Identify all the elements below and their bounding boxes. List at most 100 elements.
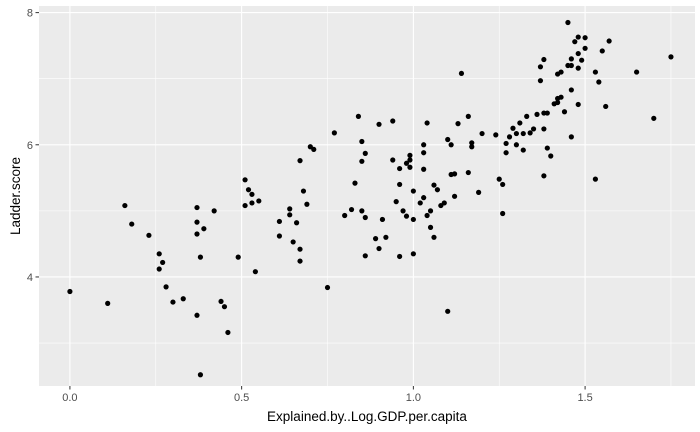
data-point (441, 200, 447, 206)
data-point (252, 269, 258, 275)
data-point (290, 239, 296, 245)
data-point (510, 125, 516, 131)
data-point (67, 288, 73, 295)
data-point (421, 142, 427, 148)
data-point (496, 176, 502, 182)
data-point (355, 113, 362, 119)
data-point (568, 56, 574, 62)
data-point (558, 94, 564, 100)
data-point (359, 138, 365, 145)
data-point (575, 50, 581, 57)
data-point (421, 166, 427, 172)
data-point (194, 231, 200, 237)
data-point (544, 110, 550, 116)
data-point (417, 200, 423, 206)
data-point (400, 208, 406, 214)
data-point (407, 152, 413, 158)
data-point (348, 206, 355, 213)
data-point (592, 69, 598, 75)
x-axis-title: Explained.by..Log.GDP.per.capita (267, 409, 467, 424)
data-point (235, 254, 241, 260)
data-point (362, 253, 368, 259)
x-tick-label: 1.0 (406, 392, 421, 404)
data-point (304, 201, 310, 207)
data-point (575, 65, 581, 71)
data-point (448, 142, 454, 148)
data-point (293, 220, 300, 226)
data-point (105, 300, 111, 306)
data-point (503, 140, 509, 147)
x-axis: 0.0 0.5 1.0 1.5 (62, 386, 593, 404)
data-point (599, 48, 605, 54)
minor-gridlines (39, 6, 695, 386)
data-point (431, 182, 437, 188)
data-point (297, 246, 303, 252)
data-point (527, 130, 533, 136)
data-point (359, 158, 365, 164)
data-point (479, 130, 485, 137)
data-point (465, 113, 471, 119)
data-points (67, 19, 674, 378)
data-point (359, 208, 365, 214)
data-point (156, 251, 162, 257)
data-point (249, 200, 255, 206)
data-point (565, 19, 571, 26)
y-axis: 4 6 8 (27, 8, 39, 284)
data-point (427, 224, 434, 230)
y-tick-label: 6 (27, 140, 33, 152)
data-point (534, 111, 540, 117)
data-point (390, 118, 396, 124)
data-point (324, 284, 331, 291)
data-point (163, 284, 169, 290)
data-point (513, 142, 520, 148)
data-point (276, 218, 283, 225)
data-point (362, 214, 368, 221)
data-point (668, 54, 674, 60)
data-point (427, 208, 434, 214)
data-point (403, 213, 410, 219)
data-point (558, 69, 564, 75)
data-point (221, 304, 228, 310)
data-point (476, 189, 482, 195)
data-point (242, 202, 248, 209)
data-point (424, 120, 430, 126)
data-point (410, 188, 416, 194)
data-point (513, 130, 520, 137)
data-point (407, 157, 413, 163)
data-point (537, 64, 544, 70)
data-point (211, 208, 217, 214)
data-point (506, 134, 513, 140)
data-point (403, 160, 410, 166)
data-point (568, 134, 574, 140)
data-point (548, 153, 554, 159)
y-axis-title: Ladder.score (8, 157, 23, 235)
data-point (500, 181, 506, 188)
data-point (376, 245, 382, 252)
data-point (541, 56, 547, 63)
data-point (297, 158, 303, 164)
x-tick-label: 0.0 (62, 392, 77, 404)
data-point (201, 226, 207, 232)
data-point (194, 204, 200, 211)
data-point (517, 120, 523, 126)
data-point (397, 181, 403, 188)
data-point (451, 171, 458, 177)
data-point (537, 78, 544, 84)
data-point (311, 146, 317, 153)
data-point (170, 299, 176, 305)
data-point (561, 109, 568, 115)
data-point (500, 210, 506, 217)
major-gridlines (39, 6, 695, 386)
data-point (541, 173, 547, 179)
data-point (592, 176, 598, 182)
data-point (379, 216, 386, 223)
data-point (156, 266, 162, 272)
x-tick-label: 1.5 (577, 392, 592, 404)
data-point (242, 177, 248, 183)
data-point (297, 258, 303, 264)
data-point (376, 121, 382, 127)
data-point (579, 57, 585, 63)
data-point (544, 145, 550, 151)
data-point (197, 254, 204, 260)
data-point (383, 234, 389, 240)
